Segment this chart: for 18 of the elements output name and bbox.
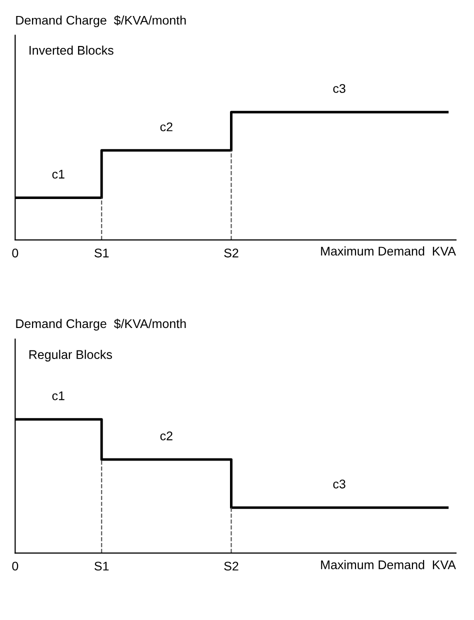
text: c3 bbox=[333, 84, 346, 93]
chart-subtitle: Inverted Blocks bbox=[30, 46, 114, 55]
x-tick-label: S1 bbox=[94, 562, 109, 571]
annotation: c3 bbox=[333, 480, 346, 488]
x-tick-label: S1 bbox=[94, 248, 109, 258]
x-tick-label: 0 bbox=[12, 248, 18, 258]
chart-subtitle: Regular Blocks bbox=[29, 350, 112, 362]
annotation: c2 bbox=[160, 122, 172, 132]
x-axis-title: Maximum Demand KVA bbox=[321, 560, 456, 570]
annotation: c1 bbox=[52, 170, 64, 179]
annotation: c2 bbox=[160, 431, 172, 440]
x-tick-label: S2 bbox=[224, 562, 238, 571]
x-tick-label: 0 bbox=[12, 562, 18, 571]
text: c1 bbox=[52, 391, 64, 400]
y-axis-title: Demand Charge $/KVA/month bbox=[16, 318, 186, 331]
x-axis-title: Maximum Demand KVA bbox=[321, 246, 456, 256]
x-tick-label: S2 bbox=[224, 248, 238, 258]
y-axis-title: Demand Charge $/KVA/month bbox=[16, 15, 186, 28]
